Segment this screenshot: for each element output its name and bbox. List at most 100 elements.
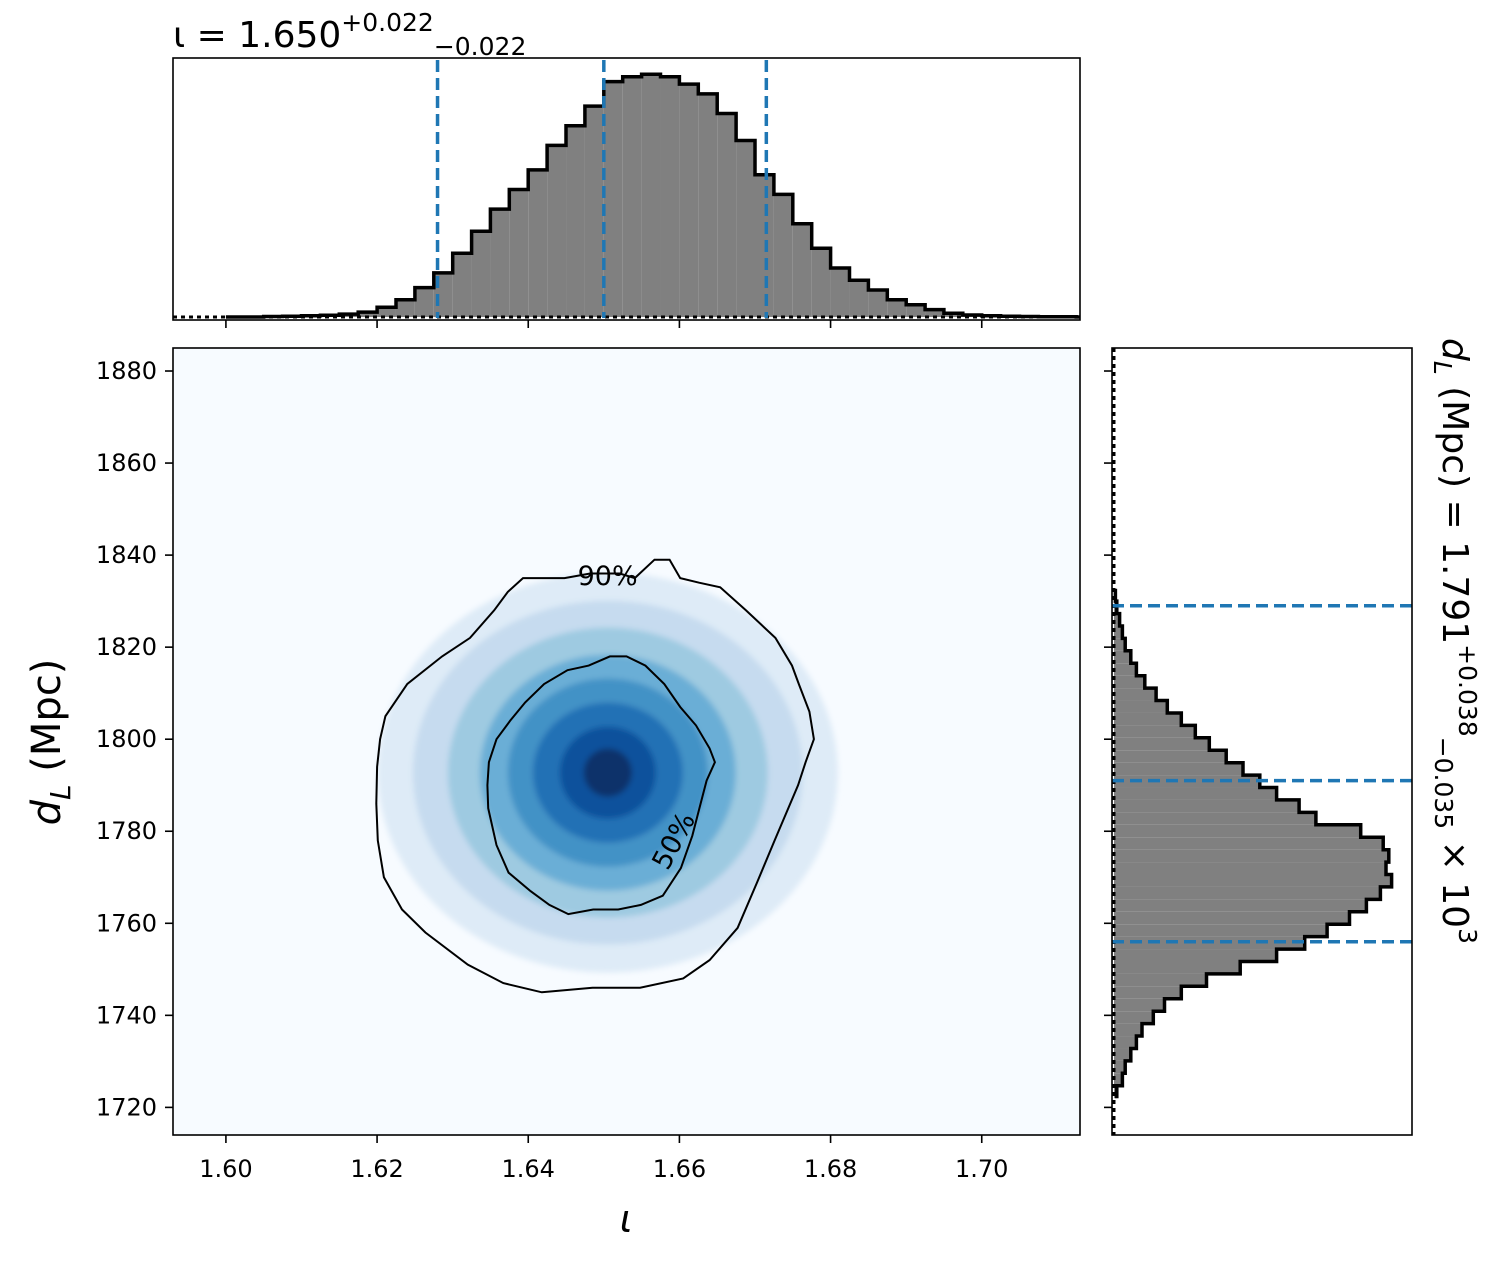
y-tick-label: 1780 [96, 817, 157, 845]
heatmap-level-8 [583, 748, 632, 797]
top-hist-bar [679, 84, 699, 317]
right-hist-bar [1114, 638, 1126, 651]
top-hist-bar [830, 267, 850, 317]
contour-90pct [375, 558, 815, 994]
x-tick-label: 1.68 [804, 1155, 857, 1183]
y-tick-label: 1740 [96, 1001, 157, 1029]
right-hist-bar [1114, 712, 1182, 726]
right-hist-bar [1114, 849, 1389, 863]
distance-title: dL (Mpc) = 1.791+0.038−0.035 × 103 [1428, 338, 1482, 944]
top-hist-bar [717, 113, 737, 317]
right-hist-bar [1114, 737, 1210, 751]
y-tick-label: 1720 [96, 1093, 157, 1121]
y-axis-label: dL (Mpc) [24, 659, 77, 826]
right-hist-bar [1114, 725, 1196, 738]
right-hist-bar [1114, 1011, 1154, 1024]
y-tick-label: 1860 [96, 449, 157, 477]
right-hist-bar [1114, 911, 1350, 925]
distance-title-value: (Mpc) = 1.791 [1434, 375, 1475, 644]
top-hist-bar [773, 194, 793, 317]
top-hist-bar [906, 304, 926, 317]
right-hist-bar [1114, 824, 1361, 838]
right-hist-bar [1114, 613, 1120, 626]
y-tick-label: 1760 [96, 909, 157, 937]
iota-title-lower-error: −0.022 [434, 32, 527, 61]
top-hist-bar [943, 313, 963, 317]
joint-panel-frame [172, 347, 1081, 1136]
contour-50pct [486, 655, 716, 916]
right-hist-bar [1114, 949, 1277, 962]
top-hist-bar [395, 299, 415, 317]
right-hist-bar [1114, 700, 1168, 713]
right-hist-bar [1114, 787, 1277, 800]
right-hist-bar [1114, 1073, 1123, 1086]
iota-title: ι = 1.650+0.022−0.022 [173, 8, 526, 61]
top-hist-bar [925, 309, 944, 317]
top-hist-bar [660, 76, 680, 317]
top-hist-bar [414, 287, 434, 317]
y-tick-label: 1840 [96, 541, 157, 569]
iota-title-upper-error: +0.022 [341, 8, 434, 37]
distance-title-lower-error: −0.035 [1429, 737, 1458, 830]
top-panel-frame [172, 57, 1081, 321]
right-hist-outline [1113, 588, 1394, 1099]
iota-marginal-histogram: ι = 1.650+0.022−0.022 [172, 8, 1081, 328]
right-hist-bar [1114, 750, 1227, 763]
distance-title-d: d [1434, 338, 1475, 362]
top-hist-bar [849, 280, 869, 317]
top-hist-bar [452, 253, 472, 317]
top-hist-bar [792, 223, 812, 317]
right-hist-bar [1114, 899, 1367, 912]
top-hist-bar [736, 140, 755, 317]
right-hist-bar [1114, 924, 1328, 937]
x-tick-label: 1.62 [350, 1155, 403, 1183]
x-axis-label: ι [620, 1197, 633, 1241]
top-hist-bar [358, 312, 378, 317]
y-axis-label-subscript: L [44, 784, 77, 800]
x-tick-label: 1.64 [502, 1155, 555, 1183]
joint-density-panel: 90%50% 1.60 1.62 1.64 1.66 1.68 1.70 17201740… [24, 347, 1081, 1241]
y-tick-label: 1820 [96, 633, 157, 661]
right-hist-bar [1114, 998, 1165, 1012]
right-hist-bar [1114, 812, 1316, 825]
distance-marginal-histogram: dL (Mpc) = 1.791+0.038−0.035 × 103 [1104, 338, 1482, 1136]
right-hist-bar [1114, 1048, 1131, 1061]
top-hist-bar [471, 231, 491, 317]
distance-title-upper-error: +0.038 [1453, 644, 1482, 737]
right-hist-bar [1114, 986, 1182, 999]
right-hist-bar [1114, 886, 1381, 900]
contour-label-90pct: 90% [578, 561, 638, 592]
right-hist-bar [1114, 973, 1207, 987]
right-hist-bar [1114, 625, 1123, 639]
top-hist-bar [754, 174, 774, 317]
y-tick-label: 1880 [96, 357, 157, 385]
right-hist-bar [1114, 762, 1243, 776]
top-hist-bar [584, 106, 604, 317]
top-hist-bar [566, 125, 585, 317]
x-tick-label: 1.66 [653, 1155, 706, 1183]
top-hist-bar [641, 74, 661, 317]
distance-title-exponent: 3 [1453, 928, 1482, 944]
top-hist-outline [225, 72, 1080, 319]
top-hist-bar [603, 81, 623, 317]
right-hist-bar [1114, 799, 1300, 813]
right-hist-bar [1114, 675, 1145, 689]
top-hist-bar [698, 93, 718, 317]
right-hist-bar [1114, 650, 1131, 664]
y-tick-label: 1800 [96, 725, 157, 753]
y-axis-label-d: d [24, 799, 70, 825]
distance-title-multiplier: × 10 [1434, 829, 1475, 928]
y-axis-label-unit: (Mpc) [24, 659, 70, 785]
right-hist-bar [1114, 688, 1157, 701]
top-hist-bar [528, 169, 548, 317]
right-hist-bar [1114, 1060, 1126, 1074]
right-hist-bar [1114, 663, 1137, 676]
top-hist-bar [547, 145, 567, 317]
right-panel-frame [1111, 347, 1413, 1136]
x-tick-label: 1.60 [199, 1155, 252, 1183]
right-hist-bar [1114, 1023, 1143, 1037]
x-tick-label: 1.70 [955, 1155, 1008, 1183]
distance-title-subscript: L [1428, 361, 1457, 375]
right-hist-bar [1114, 874, 1392, 887]
